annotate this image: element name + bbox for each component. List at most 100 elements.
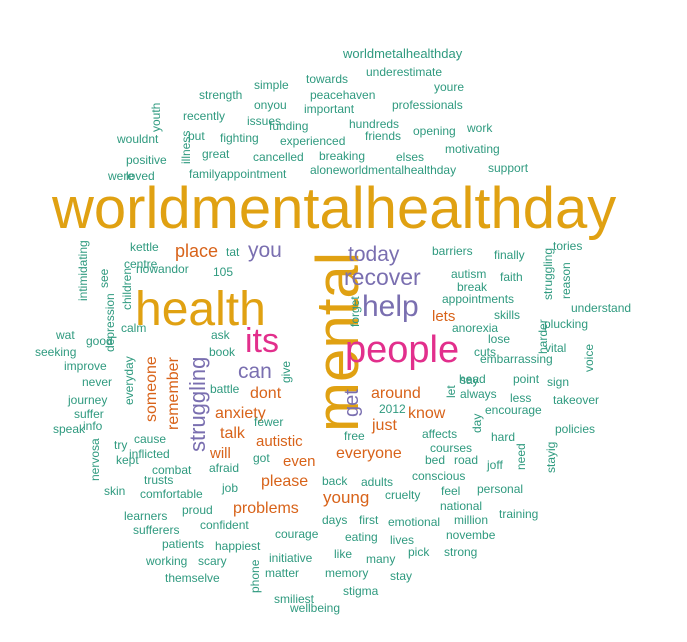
cloud-word: let xyxy=(444,385,458,398)
cloud-word: appointments xyxy=(442,292,514,306)
cloud-word: say xyxy=(460,373,479,387)
cloud-word: understand xyxy=(571,301,631,315)
cloud-word: towards xyxy=(306,72,348,86)
cloud-word: skin xyxy=(104,484,125,498)
cloud-word: personal xyxy=(477,482,523,496)
cloud-word: tories xyxy=(553,239,582,253)
cloud-word: conscious xyxy=(412,469,465,483)
cloud-word: will xyxy=(209,445,231,462)
cloud-word: improve xyxy=(64,359,107,373)
cloud-word: see xyxy=(97,268,111,288)
cloud-word: good xyxy=(86,334,113,348)
cloud-word: phone xyxy=(248,559,262,593)
cloud-word: young xyxy=(323,488,369,507)
cloud-word: plucking xyxy=(544,317,588,331)
cloud-word: break xyxy=(457,280,488,294)
cloud-word: peacehaven xyxy=(310,88,375,102)
cloud-word: even xyxy=(283,453,316,470)
cloud-word: trusts xyxy=(144,473,173,487)
cloud-word: emotional xyxy=(388,515,440,529)
cloud-word: training xyxy=(499,507,538,521)
cloud-word: important xyxy=(304,102,355,116)
cloud-word: elses xyxy=(396,150,424,164)
cloud-word: seeking xyxy=(35,345,76,359)
cloud-word: breaking xyxy=(319,149,365,163)
cloud-word: were xyxy=(107,169,134,183)
cloud-word: courses xyxy=(430,441,472,455)
cloud-word: everyone xyxy=(336,445,402,462)
cloud-word: smiliest xyxy=(274,592,315,606)
cloud-word: worldmentalhealthday xyxy=(51,176,616,241)
cloud-word: pick xyxy=(408,545,430,559)
cloud-word: tat xyxy=(226,245,240,259)
cloud-word: kept xyxy=(116,453,139,467)
cloud-word: positive xyxy=(126,153,167,167)
cloud-word: point xyxy=(513,372,540,386)
cloud-word: today xyxy=(348,243,400,266)
cloud-word: stigma xyxy=(343,584,379,598)
cloud-word: illness xyxy=(179,131,193,164)
cloud-word: cruelty xyxy=(385,488,420,502)
cloud-word: less xyxy=(510,391,531,405)
cloud-word: can xyxy=(238,360,272,383)
cloud-word: million xyxy=(454,513,488,527)
cloud-word: need xyxy=(514,443,528,470)
cloud-word: recently xyxy=(183,109,225,123)
cloud-word: around xyxy=(371,385,421,402)
cloud-word: bed xyxy=(425,453,445,467)
cloud-word: dont xyxy=(250,385,282,402)
cloud-word: many xyxy=(366,552,395,566)
cloud-word: support xyxy=(488,161,529,175)
cloud-word: days xyxy=(322,513,347,527)
cloud-word: sufferers xyxy=(133,523,179,537)
cloud-word: everyday xyxy=(122,356,136,405)
cloud-word: 2012 xyxy=(379,402,406,416)
cloud-word: know xyxy=(408,405,446,422)
cloud-word: skills xyxy=(494,308,520,322)
cloud-word: inflicted xyxy=(129,447,170,461)
cloud-word: remember xyxy=(165,356,182,430)
cloud-word: lose xyxy=(488,332,510,346)
cloud-word: try xyxy=(114,438,127,452)
cloud-word: you xyxy=(248,239,282,262)
cloud-word: hard xyxy=(491,430,515,444)
cloud-word: feel xyxy=(441,484,460,498)
cloud-word: calm xyxy=(121,321,146,335)
cloud-word: initiative xyxy=(269,551,313,565)
cloud-word: back xyxy=(322,474,348,488)
cloud-word: put xyxy=(188,129,205,143)
cloud-word: nervosa xyxy=(88,438,102,481)
cloud-word: first xyxy=(359,513,379,527)
cloud-word: depression xyxy=(103,293,117,352)
cloud-word: cancelled xyxy=(253,150,304,164)
cloud-word: mental xyxy=(304,252,371,432)
cloud-word: affects xyxy=(422,427,457,441)
cloud-word: always xyxy=(460,387,497,401)
cloud-word: kettle xyxy=(130,240,159,254)
cloud-word: youth xyxy=(149,103,163,132)
cloud-word: fighting xyxy=(220,131,259,145)
cloud-word: problems xyxy=(233,500,299,517)
cloud-word: barriers xyxy=(432,244,473,258)
cloud-word: working xyxy=(145,554,187,568)
cloud-word: sign xyxy=(547,375,569,389)
cloud-word: people xyxy=(345,329,459,371)
cloud-word: ask xyxy=(211,328,231,342)
cloud-word: head xyxy=(459,372,486,386)
cloud-word: journey xyxy=(67,393,107,407)
cloud-word: autistic xyxy=(256,433,303,450)
cloud-word: joff xyxy=(486,458,503,472)
cloud-word: onyou xyxy=(254,98,287,112)
cloud-word: great xyxy=(202,147,230,161)
cloud-word: anxiety xyxy=(215,405,266,422)
cloud-word: experienced xyxy=(280,134,345,148)
cloud-word: encourage xyxy=(485,403,542,417)
cloud-word: give xyxy=(279,361,293,383)
cloud-word: please xyxy=(261,473,308,490)
cloud-word: like xyxy=(334,547,352,561)
cloud-word: health xyxy=(135,283,266,336)
cloud-word: simple xyxy=(254,78,289,92)
cloud-word: got xyxy=(253,451,270,465)
